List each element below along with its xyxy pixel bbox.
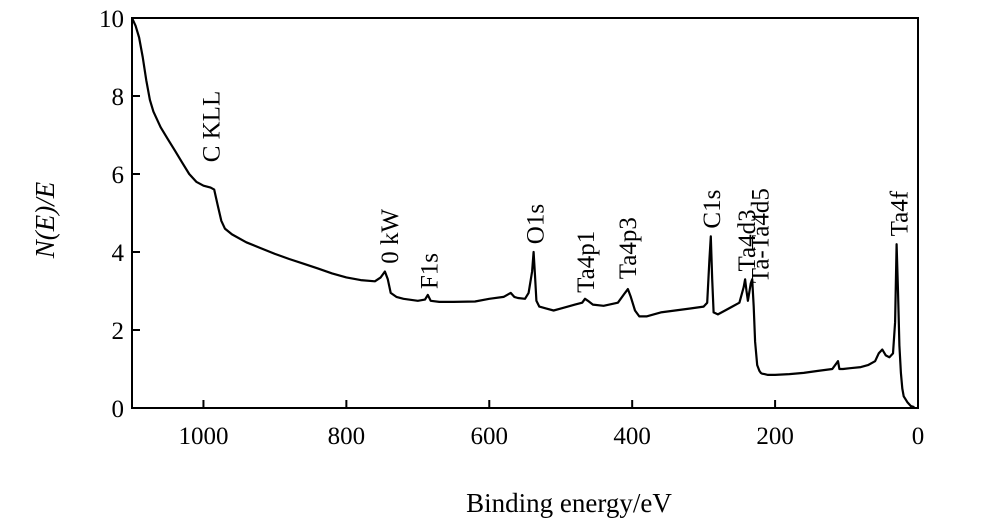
peak-label: O1s xyxy=(522,204,549,244)
peak-labels: C KLL 0 kW F1s O1s Ta4p1 Ta4p3 C1s Ta4d3Ta-Ta4d… xyxy=(199,91,914,293)
y-tick-label: 2 xyxy=(112,318,125,345)
x-tick-label: 600 xyxy=(471,423,509,450)
peak-label: Ta4d3 xyxy=(734,209,761,271)
peak-label: C1s xyxy=(699,190,726,229)
x-tick-label: 0 xyxy=(912,423,925,450)
x-tick-label: 400 xyxy=(613,423,651,450)
peak-label: C KLL xyxy=(199,91,226,163)
spectrum-line xyxy=(131,17,915,409)
y-tick-label: 0 xyxy=(112,396,125,423)
y-tick-label: 4 xyxy=(112,240,125,267)
peak-label: Ta-Ta4d5 xyxy=(747,188,774,283)
x-tick-label: 800 xyxy=(328,423,366,450)
y-tick-label: 6 xyxy=(112,162,125,189)
y-axis-title: N(E)/E xyxy=(30,181,60,259)
plot-frame xyxy=(131,17,919,409)
y-tick-label: 10 xyxy=(99,6,124,33)
y-axis-ticks: 0 2 4 6 8 10 xyxy=(99,6,140,423)
peak-label: Ta4p1 xyxy=(573,231,600,293)
peak-label: F1s xyxy=(417,253,444,289)
x-axis-ticks: 1000 800 600 400 200 0 xyxy=(178,400,924,450)
x-tick-label: 200 xyxy=(756,423,794,450)
peak-label: 0 kW xyxy=(377,208,404,263)
y-tick-label: 8 xyxy=(112,84,125,111)
x-axis-title: Binding energy/eV xyxy=(466,488,672,518)
x-tick-label: 1000 xyxy=(178,423,228,450)
peak-label: Ta4p3 xyxy=(615,217,642,279)
peak-label: Ta4f xyxy=(887,190,914,236)
